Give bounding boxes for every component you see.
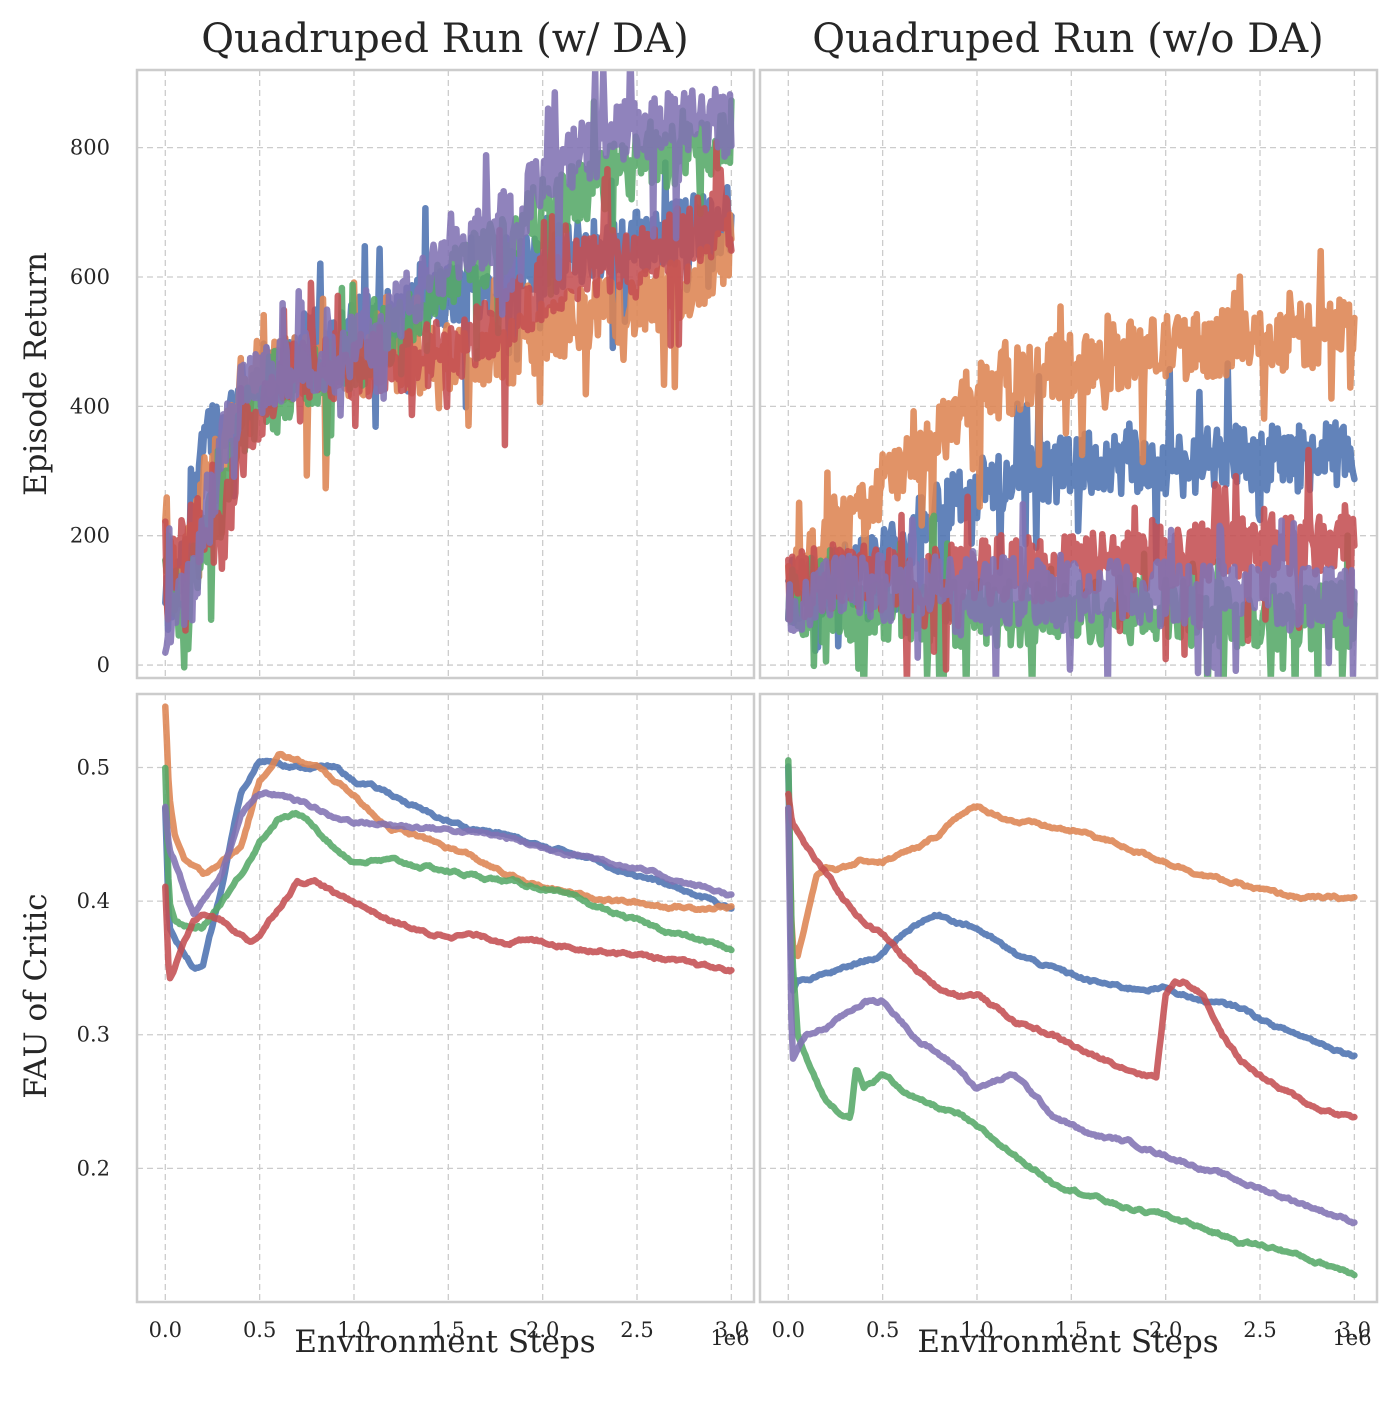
series-line <box>162 703 735 914</box>
x-tick-label: 1.0 <box>960 1318 993 1342</box>
panel-fau-with-da: FAU of Critic Environment Steps 1e6 0.0 0… <box>18 692 756 1360</box>
series-line <box>785 803 1358 960</box>
y-axis-label: Episode Return <box>18 252 54 496</box>
axes-frame <box>758 68 1379 680</box>
y-tick-label: 0 <box>97 653 110 677</box>
panel-title: Quadruped Run (w/ DA) <box>201 16 688 62</box>
x-tick-label: 0.0 <box>149 1318 182 1342</box>
series-group <box>162 703 735 982</box>
series-line <box>785 804 1358 1227</box>
x-axis-label: Environment Steps <box>917 1324 1218 1360</box>
grid <box>760 694 1377 1302</box>
panel-return-with-da: Quadruped Run (w/ DA) Episode Return 0 20… <box>18 16 756 680</box>
x-tick-label: 2.0 <box>1149 1318 1182 1342</box>
series-line <box>785 247 1358 607</box>
y-tick-label: 0.5 <box>77 755 110 779</box>
x-tick-label: 3.0 <box>1338 1318 1371 1342</box>
series-line <box>162 70 735 656</box>
series-line <box>785 790 1358 1121</box>
series-line <box>162 789 735 918</box>
y-tick-label: 600 <box>70 265 110 289</box>
series-line <box>785 763 1358 1060</box>
panel-title: Quadruped Run (w/o DA) <box>812 16 1324 62</box>
y-axis-label: FAU of Critic <box>18 893 54 1098</box>
x-axis-label: Environment Steps <box>294 1324 595 1360</box>
y-tick-label: 800 <box>70 136 110 160</box>
x-offset-label: 1e6 <box>1332 1326 1371 1350</box>
x-tick-label: 0.0 <box>772 1318 805 1342</box>
series-group <box>785 757 1358 1279</box>
x-tick-label: 0.5 <box>866 1318 899 1342</box>
axes-frame <box>758 692 1379 1304</box>
y-tick-label: 400 <box>70 394 110 418</box>
y-tick-label: 0.4 <box>77 889 110 913</box>
panel-fau-without-da: Environment Steps 1e6 0.0 0.5 1.0 1.5 2.0 2.5… <box>758 692 1379 1360</box>
x-tick-label: 2.5 <box>620 1318 653 1342</box>
x-tick-label: 2.0 <box>526 1318 559 1342</box>
grid <box>137 694 754 1302</box>
series-line <box>785 757 1358 1279</box>
series-line <box>785 500 1358 678</box>
axes-frame <box>135 68 756 680</box>
x-offset-label: 1e6 <box>710 1326 749 1350</box>
axes-frame <box>135 692 756 1304</box>
series-line <box>162 757 735 972</box>
y-tick-label: 200 <box>70 524 110 548</box>
y-tick-label: 0.2 <box>77 1156 110 1180</box>
x-tick-label: 0.5 <box>243 1318 276 1342</box>
x-tick-label: 1.5 <box>1055 1318 1088 1342</box>
x-tick-label: 3.0 <box>715 1318 748 1342</box>
x-tick-label: 1.5 <box>432 1318 465 1342</box>
y-tick-label: 0.3 <box>77 1023 110 1047</box>
panel-return-without-da: Quadruped Run (w/o DA) <box>758 16 1379 680</box>
x-tick-label: 2.5 <box>1243 1318 1276 1342</box>
x-tick-label: 1.0 <box>337 1318 370 1342</box>
series-group <box>162 70 735 671</box>
series-group <box>785 247 1358 678</box>
series-line <box>162 877 735 982</box>
series-line <box>162 764 735 954</box>
